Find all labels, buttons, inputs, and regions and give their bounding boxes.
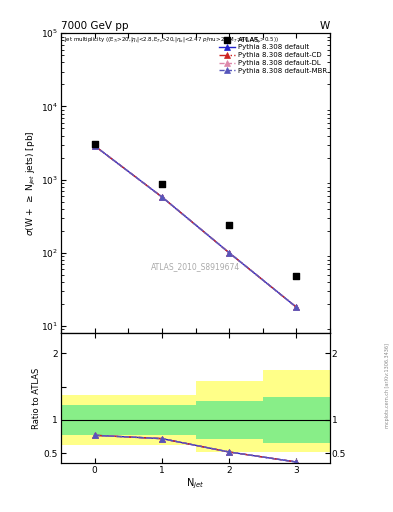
- Pythia 8.308 default-DL: [294, 304, 299, 310]
- Pythia 8.308 default-CD: [160, 194, 164, 200]
- ATLAS: [293, 272, 299, 280]
- Line: Pythia 8.308 default: Pythia 8.308 default: [92, 143, 299, 310]
- Pythia 8.308 default-CD: [227, 250, 231, 256]
- Pythia 8.308 default-MBR: [294, 304, 299, 310]
- Text: Jet multiplicity ((E$_{T_i}$>20,|$\eta_i$|<2.8,E$_{T_o}$>20,|$\eta_o$|<2.47 $p_T: Jet multiplicity ((E$_{T_i}$>20,|$\eta_i…: [64, 35, 278, 45]
- ATLAS: [159, 180, 165, 188]
- Pythia 8.308 default-MBR: [227, 250, 231, 256]
- Y-axis label: Ratio to ATLAS: Ratio to ATLAS: [32, 368, 41, 429]
- Text: mcplots.cern.ch [arXiv:1306.3436]: mcplots.cern.ch [arXiv:1306.3436]: [385, 344, 389, 429]
- Pythia 8.308 default-DL: [160, 194, 164, 200]
- Pythia 8.308 default-MBR: [160, 194, 164, 200]
- Line: Pythia 8.308 default-MBR: Pythia 8.308 default-MBR: [92, 143, 299, 310]
- Pythia 8.308 default-CD: [92, 143, 97, 149]
- Pythia 8.308 default-DL: [92, 143, 97, 149]
- Pythia 8.308 default: [294, 304, 299, 310]
- Pythia 8.308 default-DL: [227, 250, 231, 256]
- Text: 7000 GeV pp: 7000 GeV pp: [61, 20, 129, 31]
- Line: Pythia 8.308 default-DL: Pythia 8.308 default-DL: [92, 143, 299, 310]
- Line: Pythia 8.308 default-CD: Pythia 8.308 default-CD: [92, 143, 299, 310]
- Pythia 8.308 default: [92, 143, 97, 149]
- ATLAS: [226, 221, 232, 229]
- Pythia 8.308 default-CD: [294, 304, 299, 310]
- X-axis label: N$_{jet}$: N$_{jet}$: [186, 477, 205, 491]
- Legend: ATLAS, Pythia 8.308 default, Pythia 8.308 default-CD, Pythia 8.308 default-DL, P: ATLAS, Pythia 8.308 default, Pythia 8.30…: [218, 35, 328, 75]
- Pythia 8.308 default: [160, 194, 164, 200]
- Y-axis label: $\sigma$(W + $\geq$ N$_{jet}$ jets) [pb]: $\sigma$(W + $\geq$ N$_{jet}$ jets) [pb]: [25, 131, 38, 236]
- Text: ATLAS_2010_S8919674: ATLAS_2010_S8919674: [151, 263, 240, 271]
- Text: W: W: [320, 20, 330, 31]
- Pythia 8.308 default-MBR: [92, 143, 97, 149]
- Pythia 8.308 default: [227, 250, 231, 256]
- ATLAS: [92, 140, 98, 148]
